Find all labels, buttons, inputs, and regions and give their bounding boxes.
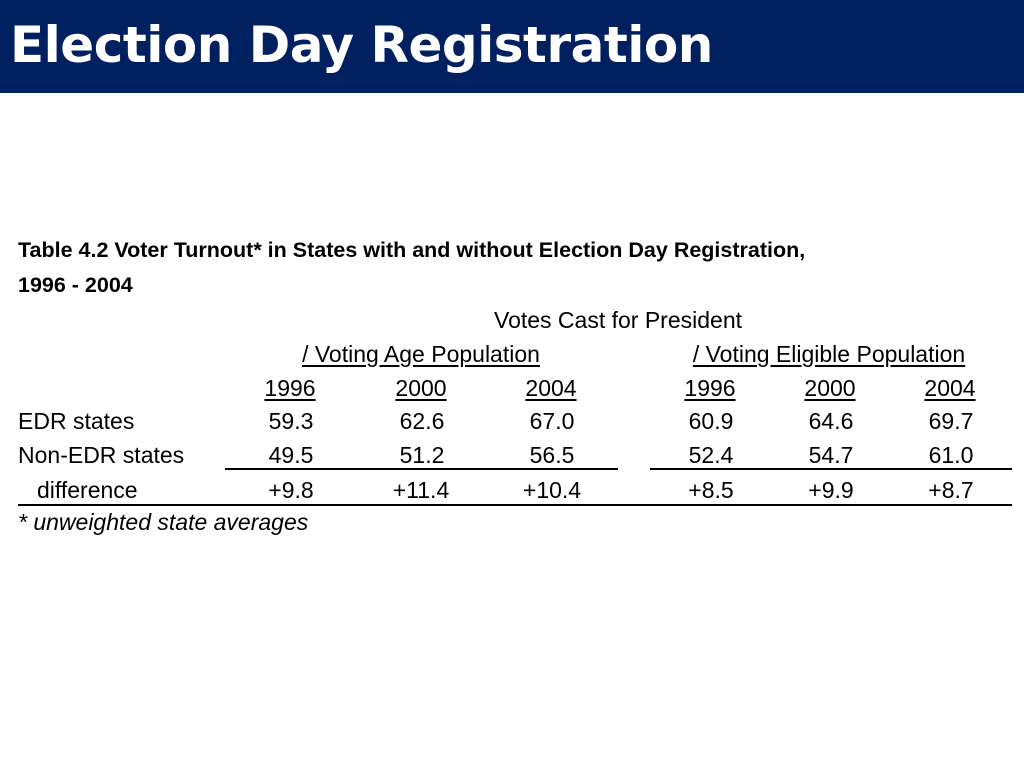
table-cell: 64.6 [808, 408, 854, 434]
row-label-edr-states: EDR states [18, 408, 135, 434]
row-label-difference: difference [37, 477, 138, 503]
table-cell: +9.8 [268, 477, 314, 503]
table-cell: 67.0 [529, 408, 575, 434]
title-bar: Election Day Registration [0, 0, 1024, 93]
table-cell: +11.4 [392, 477, 450, 503]
table-cell: 52.4 [688, 442, 734, 468]
table-cell: +9.9 [808, 477, 854, 503]
year-header: 2000 [395, 375, 447, 401]
divider-rule [225, 468, 618, 470]
table-caption-years: 1996 - 2004 [18, 273, 133, 297]
table-cell: 69.7 [928, 408, 974, 434]
table-cell: 61.0 [928, 442, 974, 468]
table-cell: 62.6 [399, 408, 445, 434]
table-caption: Table 4.2 Voter Turnout* in States with … [18, 238, 806, 262]
table-cell: +10.4 [522, 477, 582, 503]
year-header: 2000 [804, 375, 856, 401]
table-cell: 51.2 [399, 442, 445, 468]
row-label-non-edr-states: Non-EDR states [18, 442, 185, 468]
year-header: 1996 [684, 375, 736, 401]
table-cell: 59.3 [268, 408, 314, 434]
table-cell: 54.7 [808, 442, 854, 468]
slide-title: Election Day Registration [10, 16, 713, 74]
divider-rule [650, 468, 1012, 470]
table-cell: 56.5 [529, 442, 575, 468]
super-header: Votes Cast for President [493, 307, 743, 333]
table-cell: +8.7 [928, 477, 974, 503]
table-cell: 49.5 [268, 442, 314, 468]
group-header-voting-eligible: / Voting Eligible Population [692, 341, 966, 367]
table-cell: +8.5 [688, 477, 734, 503]
table-cell: 60.9 [688, 408, 734, 434]
group-header-voting-age: / Voting Age Population [302, 341, 540, 367]
table-bottom-rule [18, 504, 1012, 506]
table-footnote: * unweighted state averages [18, 509, 309, 535]
year-header: 2004 [924, 375, 976, 401]
year-header: 1996 [264, 375, 316, 401]
year-header: 2004 [525, 375, 577, 401]
